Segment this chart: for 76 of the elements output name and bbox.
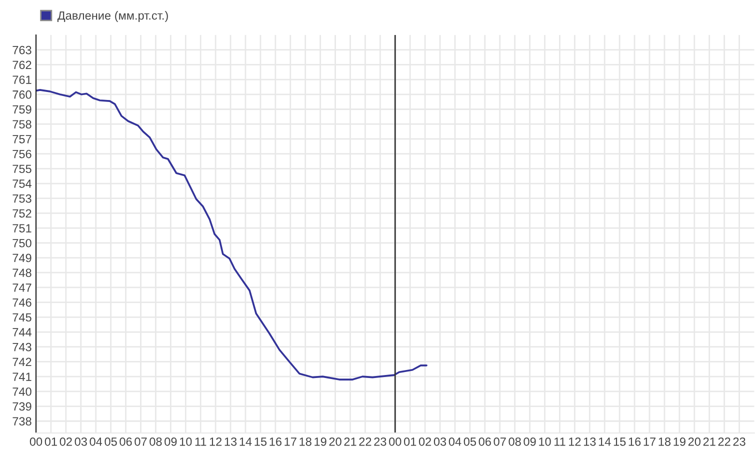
x-tick-label: 21 <box>344 437 356 446</box>
legend-label: Давление (мм.рт.ст.) <box>57 11 168 22</box>
x-tick-label: 18 <box>658 437 671 446</box>
line-series <box>36 89 428 380</box>
y-tick-label: 749 <box>12 254 32 262</box>
y-tick-label: 740 <box>12 387 32 396</box>
y-tick-label: 746 <box>12 298 32 307</box>
x-tick-label: 15 <box>614 438 626 446</box>
x-tick-label: 03 <box>434 437 446 446</box>
x-tick-label: 17 <box>644 438 656 446</box>
y-tick-label: 741 <box>12 372 32 381</box>
x-tick-label: 21 <box>703 437 716 446</box>
x-tick-label: 14 <box>598 438 611 446</box>
x-tick-label: 00 <box>30 437 42 446</box>
y-tick-label: 743 <box>12 342 32 352</box>
x-tick-label: 16 <box>270 437 282 446</box>
x-tick-label: 07 <box>134 437 147 446</box>
x-tick-label: 11 <box>554 438 566 446</box>
y-tick-label: 742 <box>12 358 32 366</box>
x-tick-label: 16 <box>628 437 641 446</box>
y-tick-label: 757 <box>12 135 32 144</box>
x-tick-label: 14 <box>240 438 252 446</box>
y-tick-label: 756 <box>12 150 32 158</box>
x-tick-label: 00 <box>389 437 402 446</box>
x-tick-label: 03 <box>74 437 87 446</box>
x-tick-label: 10 <box>539 437 551 446</box>
y-tick-label: 761 <box>12 76 32 84</box>
x-tick-label: 04 <box>90 437 102 446</box>
x-tick-label: 04 <box>448 437 462 446</box>
x-tick-label: 08 <box>508 437 521 446</box>
x-tick-label: 11 <box>195 438 206 446</box>
x-tick-label: 06 <box>120 437 132 446</box>
x-tick-label: 07 <box>494 437 506 446</box>
y-tick-label: 738 <box>12 417 32 426</box>
x-tick-label: 05 <box>464 437 476 446</box>
x-tick-label: 06 <box>478 437 491 446</box>
x-tick-label: 13 <box>584 437 596 446</box>
y-tick-label: 758 <box>12 120 32 128</box>
y-tick-label: 744 <box>12 328 32 336</box>
x-tick-label: 05 <box>104 437 117 446</box>
y-tick-label: 762 <box>12 60 32 70</box>
x-tick-label: 01 <box>404 437 416 446</box>
x-tick-label: 23 <box>374 437 386 446</box>
y-tick-label: 748 <box>12 268 32 278</box>
y-tick-label: 751 <box>12 224 32 232</box>
x-tick-label: 22 <box>718 437 730 446</box>
y-tick-label: 750 <box>12 238 32 248</box>
x-tick-label: 10 <box>180 437 192 446</box>
x-tick-label: 08 <box>150 437 162 446</box>
y-tick-label: 753 <box>12 194 32 203</box>
x-tick-label: 19 <box>674 437 686 446</box>
x-tick-label: 02 <box>60 437 72 446</box>
x-tick-label: 02 <box>418 437 432 446</box>
y-tick-label: 754 <box>12 180 32 188</box>
y-tick-label: 763 <box>12 46 32 54</box>
y-tick-label: 739 <box>12 402 32 411</box>
y-tick-label: 745 <box>12 313 32 322</box>
x-tick-label: 09 <box>164 437 177 446</box>
x-tick-label: 09 <box>524 437 536 446</box>
x-tick-label: 19 <box>314 437 326 446</box>
y-tick-label: 760 <box>12 90 32 99</box>
x-tick-label: 12 <box>210 437 222 446</box>
x-tick-label: 13 <box>224 437 237 446</box>
x-tick-label: 17 <box>284 438 296 446</box>
y-tick-label: 755 <box>12 164 32 174</box>
y-tick-label: 747 <box>12 284 32 292</box>
x-tick-label: 18 <box>300 437 312 446</box>
x-tick-label: 15 <box>254 438 267 446</box>
x-tick-label: 20 <box>688 437 700 446</box>
x-tick-label: 01 <box>44 437 57 446</box>
y-tick-label: 759 <box>12 105 32 114</box>
x-tick-label: 22 <box>359 437 372 446</box>
y-tick-label: 752 <box>12 209 32 218</box>
x-tick-label: 23 <box>733 437 746 446</box>
x-tick-label: 12 <box>569 437 581 446</box>
x-tick-label: 20 <box>329 437 342 446</box>
